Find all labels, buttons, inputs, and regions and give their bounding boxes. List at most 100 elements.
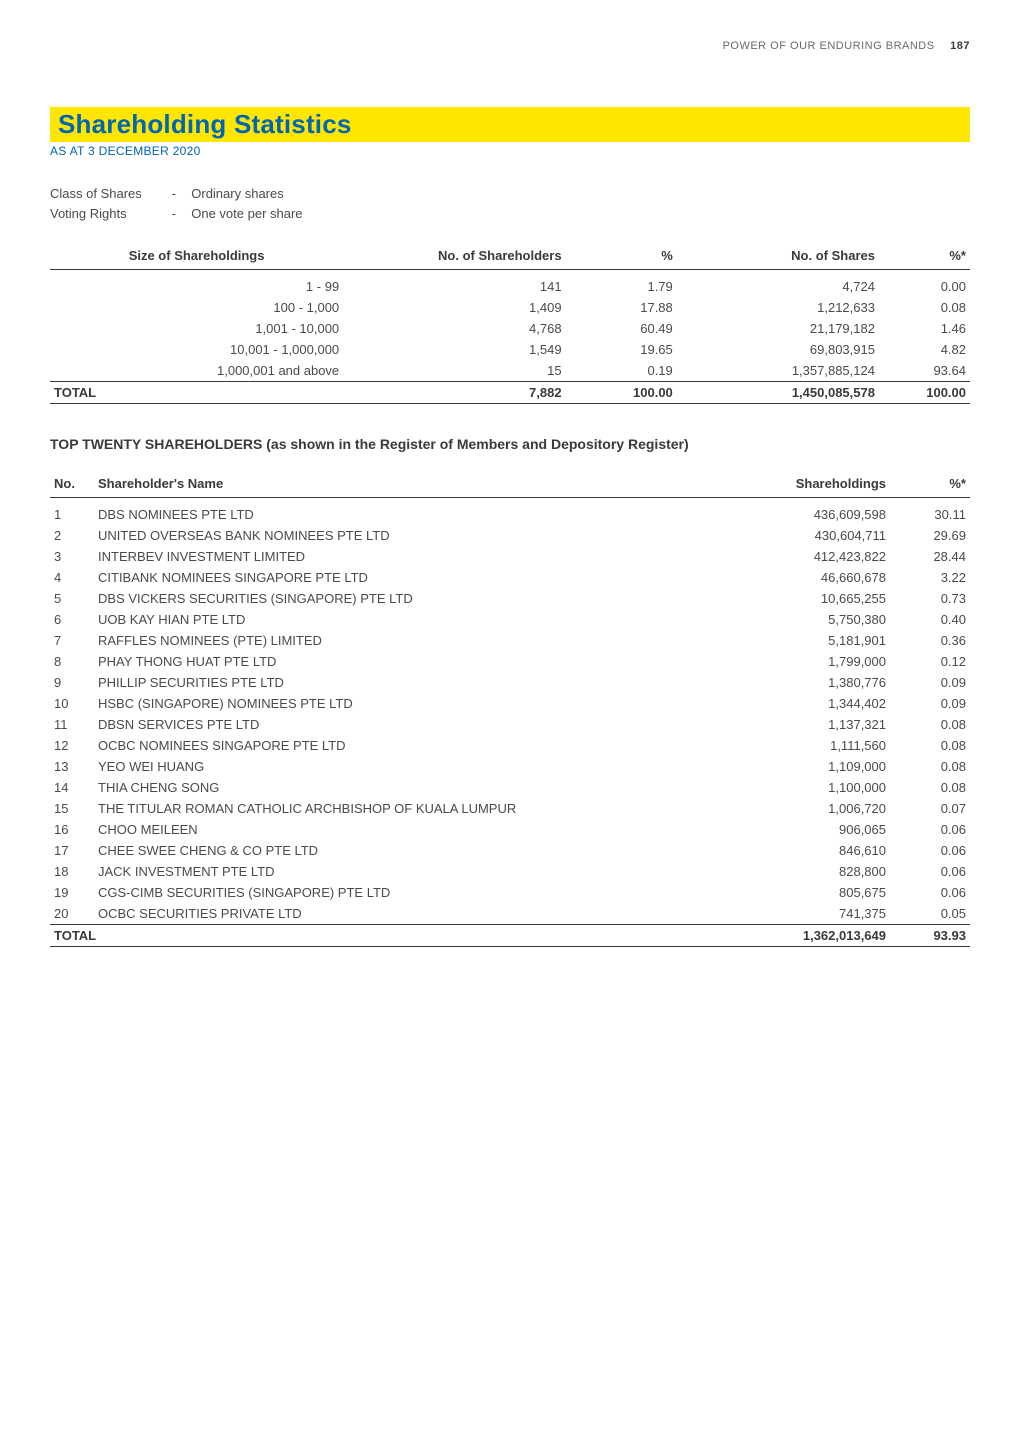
total-cell: TOTAL — [50, 382, 343, 404]
col-noshareholders-label: No. of Shareholders — [343, 242, 565, 270]
page-number: 187 — [950, 40, 970, 52]
cell: 846,610 — [700, 840, 890, 861]
cell: 0.06 — [890, 819, 970, 840]
cell: 29.69 — [890, 525, 970, 546]
cell: 10,665,255 — [700, 588, 890, 609]
cell: 93.64 — [879, 360, 970, 382]
cell: 1,100,000 — [700, 777, 890, 798]
cell: 0.08 — [890, 714, 970, 735]
cell: 1,380,776 — [700, 672, 890, 693]
table-row: 12OCBC NOMINEES SINGAPORE PTE LTD1,111,5… — [50, 735, 970, 756]
table-header-row: Size of Shareholdings No. of Shareholder… — [50, 242, 970, 270]
cell: 1,137,321 — [700, 714, 890, 735]
table-row: 5DBS VICKERS SECURITIES (SINGAPORE) PTE … — [50, 588, 970, 609]
cell: 10 — [50, 693, 94, 714]
cell: 3 — [50, 546, 94, 567]
cell: 741,375 — [700, 903, 890, 925]
cell: PHILLIP SECURITIES PTE LTD — [94, 672, 700, 693]
cell: 436,609,598 — [700, 504, 890, 525]
cell: YEO WEI HUANG — [94, 756, 700, 777]
page-title: Shareholding Statistics — [58, 109, 352, 139]
table-row: 8PHAY THONG HUAT PTE LTD1,799,0000.12 — [50, 651, 970, 672]
meta-class-of-shares: Class of Shares - Ordinary shares — [50, 184, 970, 204]
cell: 1,212,633 — [677, 297, 879, 318]
total-row: TOTAL7,882100.001,450,085,578100.00 — [50, 382, 970, 404]
cell: 0.12 — [890, 651, 970, 672]
dash: - — [172, 204, 188, 224]
table-row: 10HSBC (SINGAPORE) NOMINEES PTE LTD1,344… — [50, 693, 970, 714]
total-row: TOTAL1,362,013,64993.93 — [50, 925, 970, 947]
table-row: 20OCBC SECURITIES PRIVATE LTD741,3750.05 — [50, 903, 970, 925]
cell: 1,001 - 10,000 — [50, 318, 343, 339]
cell: 28.44 — [890, 546, 970, 567]
cell: 0.00 — [879, 276, 970, 297]
voting-rights-label: Voting Rights — [50, 204, 168, 224]
cell: 21,179,182 — [677, 318, 879, 339]
col-shareholdings-label: Shareholdings — [700, 470, 890, 498]
cell: 1,357,885,124 — [677, 360, 879, 382]
cell: 0.08 — [890, 735, 970, 756]
table-row: 3INTERBEV INVESTMENT LIMITED412,423,8222… — [50, 546, 970, 567]
class-of-shares-value: Ordinary shares — [191, 186, 283, 201]
cell: 0.73 — [890, 588, 970, 609]
cell: 13 — [50, 756, 94, 777]
cell: 8 — [50, 651, 94, 672]
title-bar: Shareholding Statistics — [50, 107, 970, 142]
dash: - — [172, 184, 188, 204]
voting-rights-value: One vote per share — [191, 206, 302, 221]
cell: 1.79 — [566, 276, 677, 297]
cell: 0.06 — [890, 861, 970, 882]
total-cell: 100.00 — [879, 382, 970, 404]
cell: INTERBEV INVESTMENT LIMITED — [94, 546, 700, 567]
page-container: POWER OF OUR ENDURING BRANDS 187 Shareho… — [0, 0, 1020, 1007]
cell: 19 — [50, 882, 94, 903]
running-header: POWER OF OUR ENDURING BRANDS 187 — [50, 40, 970, 52]
table-row: 1 - 991411.794,7240.00 — [50, 276, 970, 297]
class-of-shares-label: Class of Shares — [50, 184, 168, 204]
header-text: POWER OF OUR ENDURING BRANDS — [723, 40, 935, 52]
col-name-label: Shareholder's Name — [94, 470, 700, 498]
cell: DBSN SERVICES PTE LTD — [94, 714, 700, 735]
cell: 15 — [50, 798, 94, 819]
cell: 20 — [50, 903, 94, 925]
cell: 1,006,720 — [700, 798, 890, 819]
table-row: 17CHEE SWEE CHENG & CO PTE LTD846,6100.0… — [50, 840, 970, 861]
table-row: 13YEO WEI HUANG1,109,0000.08 — [50, 756, 970, 777]
cell: 1,799,000 — [700, 651, 890, 672]
table-row: 10,001 - 1,000,0001,54919.6569,803,9154.… — [50, 339, 970, 360]
cell: 1,109,000 — [700, 756, 890, 777]
col-size-label: Size of Shareholdings — [50, 242, 343, 270]
col-noshares-label: No. of Shares — [677, 242, 879, 270]
cell: 14 — [50, 777, 94, 798]
cell: 1 - 99 — [50, 276, 343, 297]
cell: THIA CHENG SONG — [94, 777, 700, 798]
col-pctstar-label: %* — [879, 242, 970, 270]
cell: 4,724 — [677, 276, 879, 297]
cell: 4 — [50, 567, 94, 588]
top-twenty-heading: TOP TWENTY SHAREHOLDERS (as shown in the… — [50, 436, 970, 452]
total-cell: 1,450,085,578 — [677, 382, 879, 404]
meta-block: Class of Shares - Ordinary shares Voting… — [50, 184, 970, 224]
cell: 1,111,560 — [700, 735, 890, 756]
cell: 430,604,711 — [700, 525, 890, 546]
table-row: 1,000,001 and above150.191,357,885,12493… — [50, 360, 970, 382]
cell: UNITED OVERSEAS BANK NOMINEES PTE LTD — [94, 525, 700, 546]
cell: 805,675 — [700, 882, 890, 903]
table-row: 1,001 - 10,0004,76860.4921,179,1821.46 — [50, 318, 970, 339]
col-no-label: No. — [50, 470, 94, 498]
cell: OCBC SECURITIES PRIVATE LTD — [94, 903, 700, 925]
cell: 2 — [50, 525, 94, 546]
cell: 0.07 — [890, 798, 970, 819]
cell: 69,803,915 — [677, 339, 879, 360]
cell: JACK INVESTMENT PTE LTD — [94, 861, 700, 882]
table-row: 6UOB KAY HIAN PTE LTD5,750,3800.40 — [50, 609, 970, 630]
cell: 30.11 — [890, 504, 970, 525]
cell: 0.09 — [890, 672, 970, 693]
cell: CITIBANK NOMINEES SINGAPORE PTE LTD — [94, 567, 700, 588]
cell: 17.88 — [566, 297, 677, 318]
cell: DBS NOMINEES PTE LTD — [94, 504, 700, 525]
table-row: 19CGS-CIMB SECURITIES (SINGAPORE) PTE LT… — [50, 882, 970, 903]
total-cell: 100.00 — [566, 382, 677, 404]
cell: OCBC NOMINEES SINGAPORE PTE LTD — [94, 735, 700, 756]
cell: 4,768 — [343, 318, 565, 339]
